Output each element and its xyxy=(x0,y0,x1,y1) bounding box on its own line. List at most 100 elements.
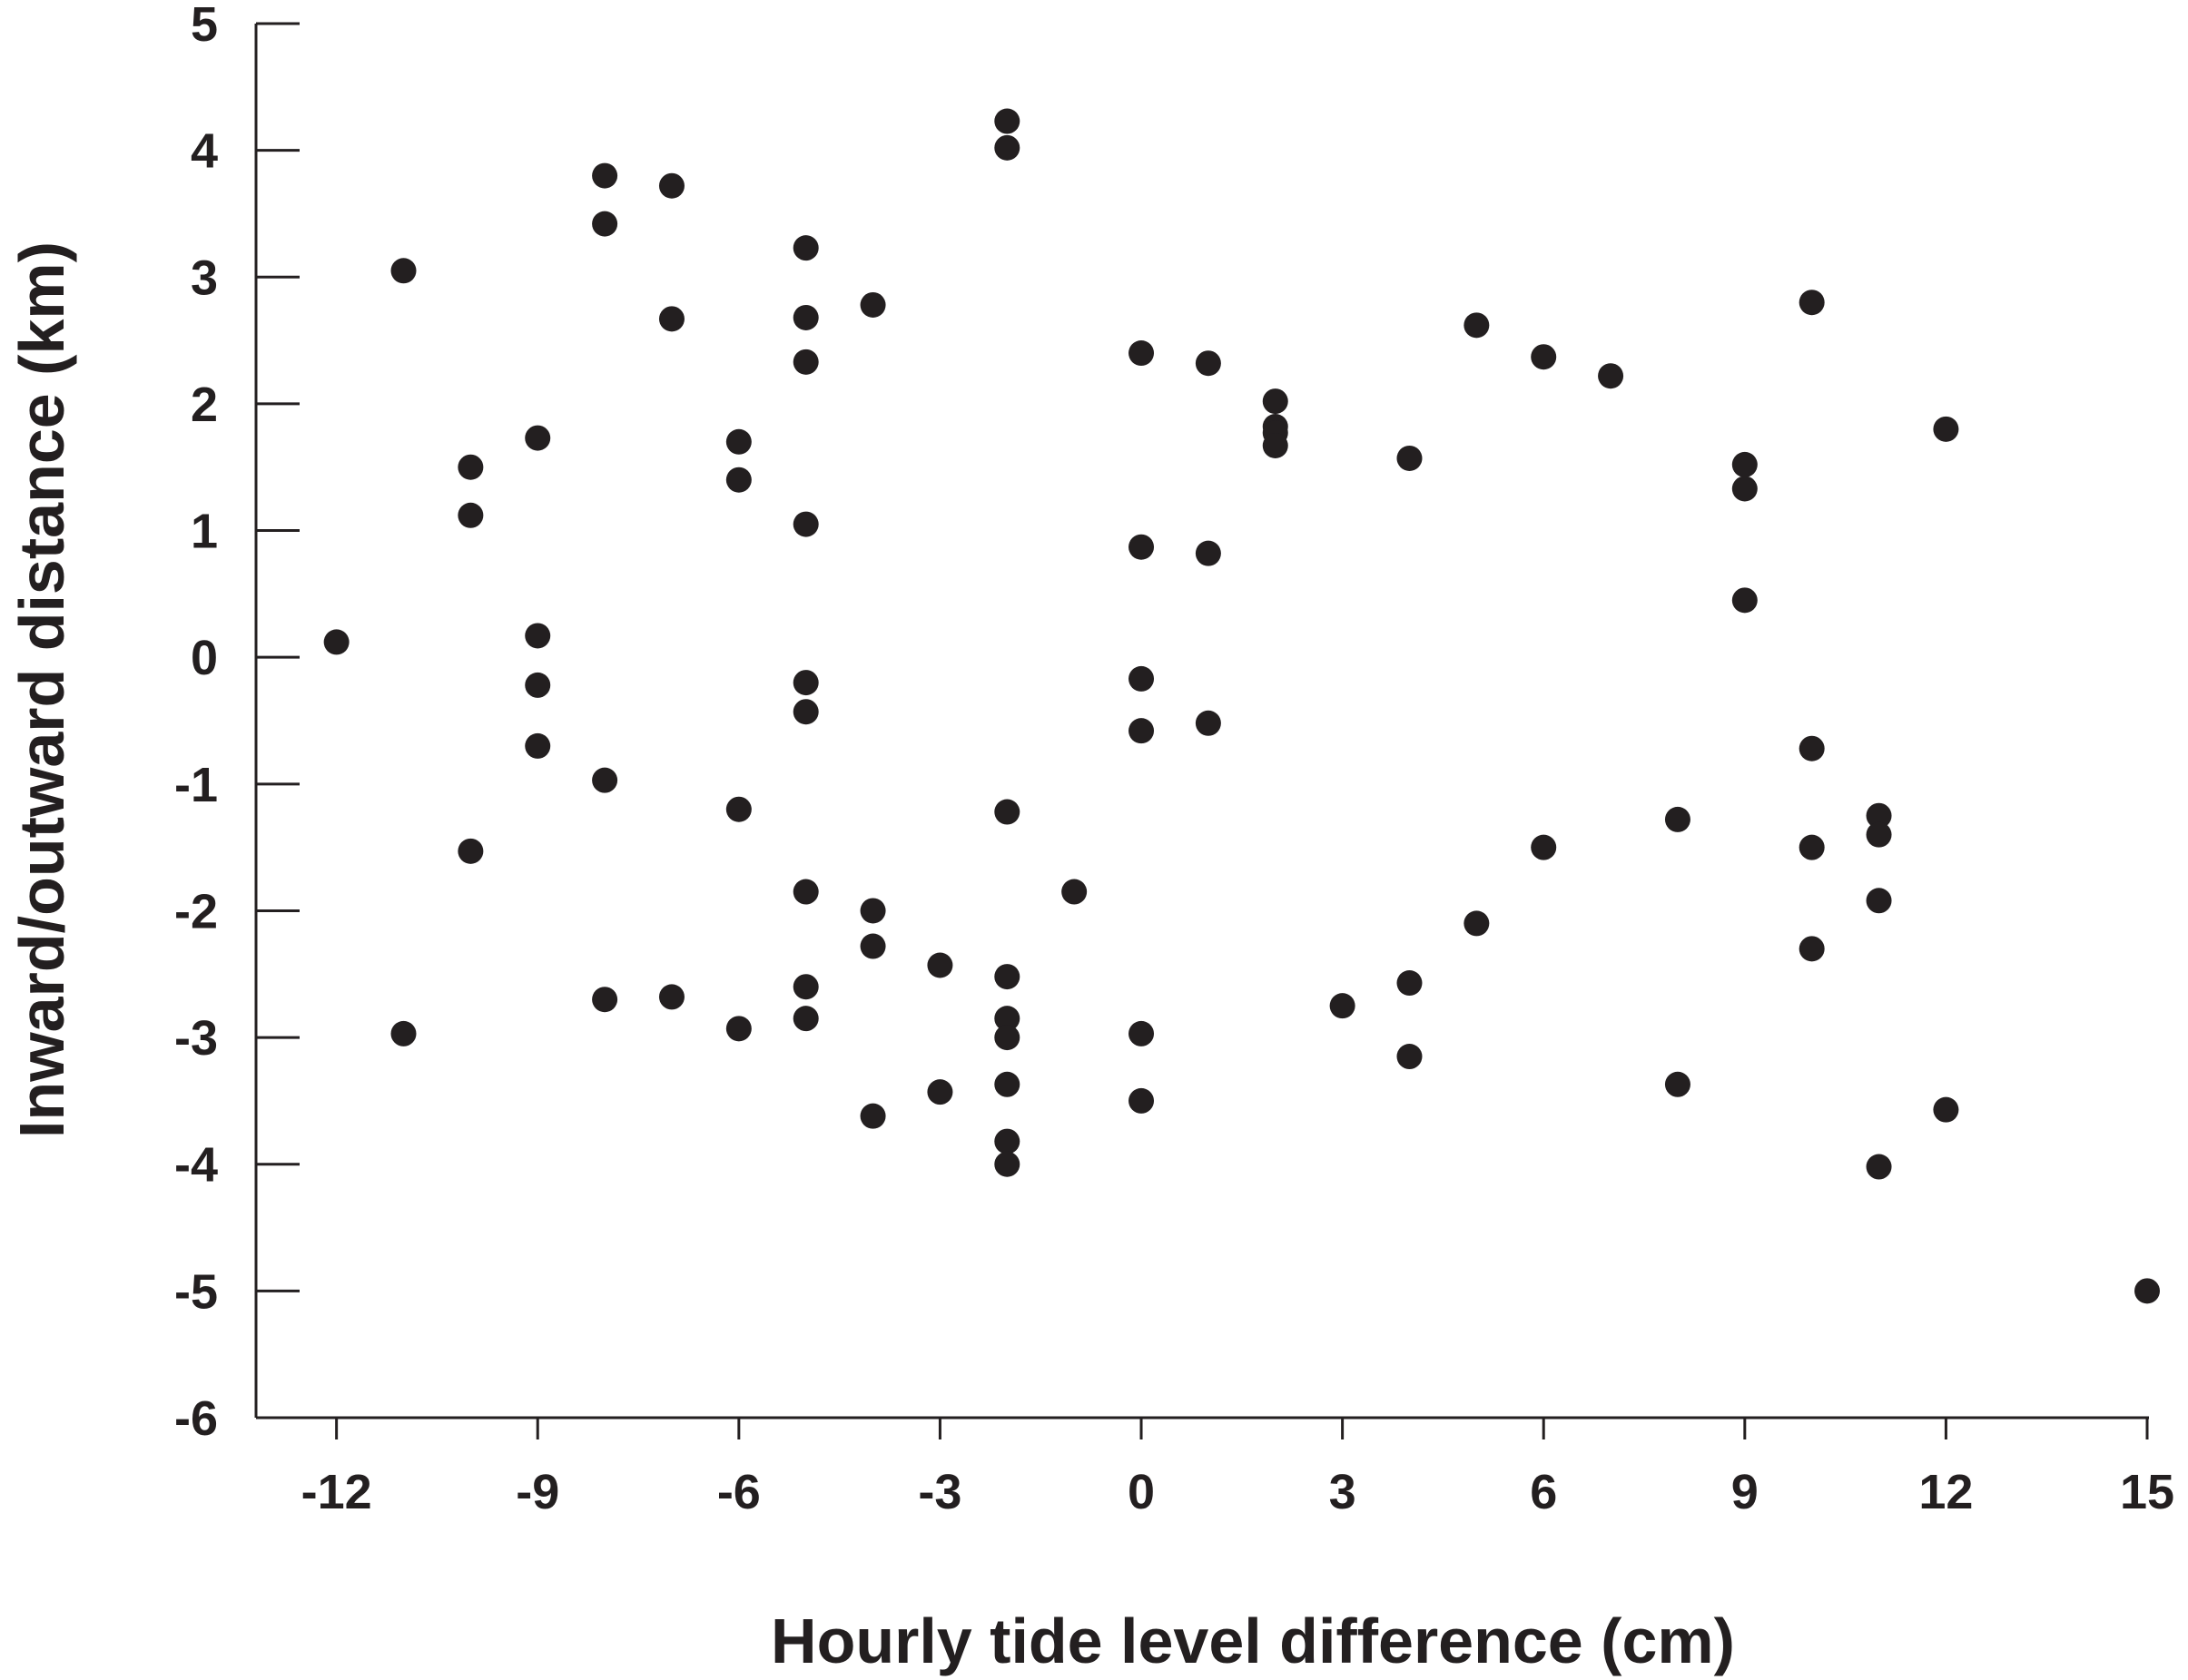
data-point xyxy=(793,670,819,696)
data-point xyxy=(458,454,484,480)
x-tick-label: -9 xyxy=(516,1465,559,1519)
y-tick-label: -6 xyxy=(174,1391,218,1446)
data-point xyxy=(592,987,618,1013)
data-point xyxy=(1128,340,1155,367)
data-point xyxy=(793,1006,819,1032)
x-tick-label: 3 xyxy=(1329,1465,1356,1519)
data-points xyxy=(323,108,2160,1304)
data-point xyxy=(390,1020,417,1046)
data-point xyxy=(793,511,819,537)
data-point xyxy=(793,974,819,1000)
data-point xyxy=(994,134,1020,161)
data-point xyxy=(592,211,618,237)
data-point xyxy=(1128,1087,1155,1114)
x-tick-label: 6 xyxy=(1530,1465,1557,1519)
data-point xyxy=(994,964,1020,990)
data-point xyxy=(2134,1278,2160,1304)
x-tick-label: -3 xyxy=(918,1465,961,1519)
data-point xyxy=(658,984,685,1010)
data-point xyxy=(592,162,618,189)
data-point xyxy=(1262,388,1288,415)
data-point xyxy=(994,1128,1020,1154)
data-point xyxy=(725,428,752,455)
data-point xyxy=(1866,1154,1892,1180)
data-point xyxy=(1464,910,1490,937)
data-point xyxy=(860,898,886,924)
data-point xyxy=(658,172,685,199)
data-point xyxy=(1799,735,1825,761)
data-point xyxy=(1128,534,1155,560)
data-point xyxy=(1262,432,1288,458)
data-point xyxy=(1195,710,1221,736)
data-point xyxy=(1866,802,1892,829)
data-point xyxy=(994,108,1020,134)
data-point xyxy=(390,258,417,284)
x-tick-label: 15 xyxy=(2120,1465,2174,1519)
data-point xyxy=(927,952,953,978)
y-tick-label: -1 xyxy=(174,758,218,812)
data-point xyxy=(793,879,819,905)
y-tick-label: 1 xyxy=(191,505,218,559)
x-tick-label: 9 xyxy=(1731,1465,1759,1519)
data-point xyxy=(1195,350,1221,377)
data-point xyxy=(1866,888,1892,914)
data-point xyxy=(860,1103,886,1129)
data-point xyxy=(1933,1096,1959,1123)
data-point xyxy=(1866,821,1892,848)
data-point xyxy=(994,799,1020,825)
y-tick-label: 3 xyxy=(191,251,218,305)
data-point xyxy=(1128,665,1155,692)
data-point xyxy=(592,767,618,793)
y-ticks: -6 -5 -4 -3 -2 -1 0 1 2 3 4 5 xyxy=(174,0,300,1446)
data-point xyxy=(1396,1044,1423,1070)
x-tick-label: -12 xyxy=(301,1465,372,1519)
data-point xyxy=(1799,936,1825,962)
data-point xyxy=(1396,445,1423,471)
x-tick-label: -6 xyxy=(717,1465,761,1519)
data-point xyxy=(1061,879,1088,905)
y-tick-label: 4 xyxy=(191,124,218,179)
data-point xyxy=(1731,451,1758,477)
y-tick-label: 0 xyxy=(191,631,218,685)
data-point xyxy=(725,796,752,822)
data-point xyxy=(1664,806,1690,832)
data-point xyxy=(525,672,551,698)
data-point xyxy=(1799,834,1825,860)
y-tick-label: -2 xyxy=(174,884,218,938)
data-point xyxy=(725,467,752,493)
data-point xyxy=(1329,993,1355,1019)
data-point xyxy=(1933,416,1959,442)
data-point xyxy=(458,502,484,528)
x-tick-label: 0 xyxy=(1128,1465,1155,1519)
data-point xyxy=(1531,834,1557,860)
data-point xyxy=(1128,718,1155,744)
data-point xyxy=(1799,290,1825,316)
data-point xyxy=(994,1006,1020,1032)
data-point xyxy=(994,1151,1020,1177)
data-point xyxy=(323,629,350,655)
y-tick-label: -4 xyxy=(174,1138,218,1193)
data-point xyxy=(525,732,551,759)
data-point xyxy=(1664,1071,1690,1097)
data-point xyxy=(860,291,886,318)
data-point xyxy=(994,1071,1020,1097)
data-point xyxy=(1195,540,1221,566)
data-point xyxy=(658,306,685,332)
data-point xyxy=(793,304,819,330)
data-point xyxy=(860,933,886,959)
data-point xyxy=(793,349,819,375)
y-tick-label: 5 xyxy=(191,0,218,52)
data-point xyxy=(793,235,819,261)
data-point xyxy=(525,623,551,649)
data-point xyxy=(793,699,819,725)
data-point xyxy=(1598,363,1624,389)
data-point xyxy=(1128,1020,1155,1046)
data-point xyxy=(1731,476,1758,502)
data-point xyxy=(725,1016,752,1042)
data-point xyxy=(458,838,484,864)
y-tick-label: -5 xyxy=(174,1264,218,1319)
data-point xyxy=(1531,344,1557,370)
x-ticks: -12 -9 -6 -3 0 3 6 9 12 15 xyxy=(301,1418,2174,1519)
